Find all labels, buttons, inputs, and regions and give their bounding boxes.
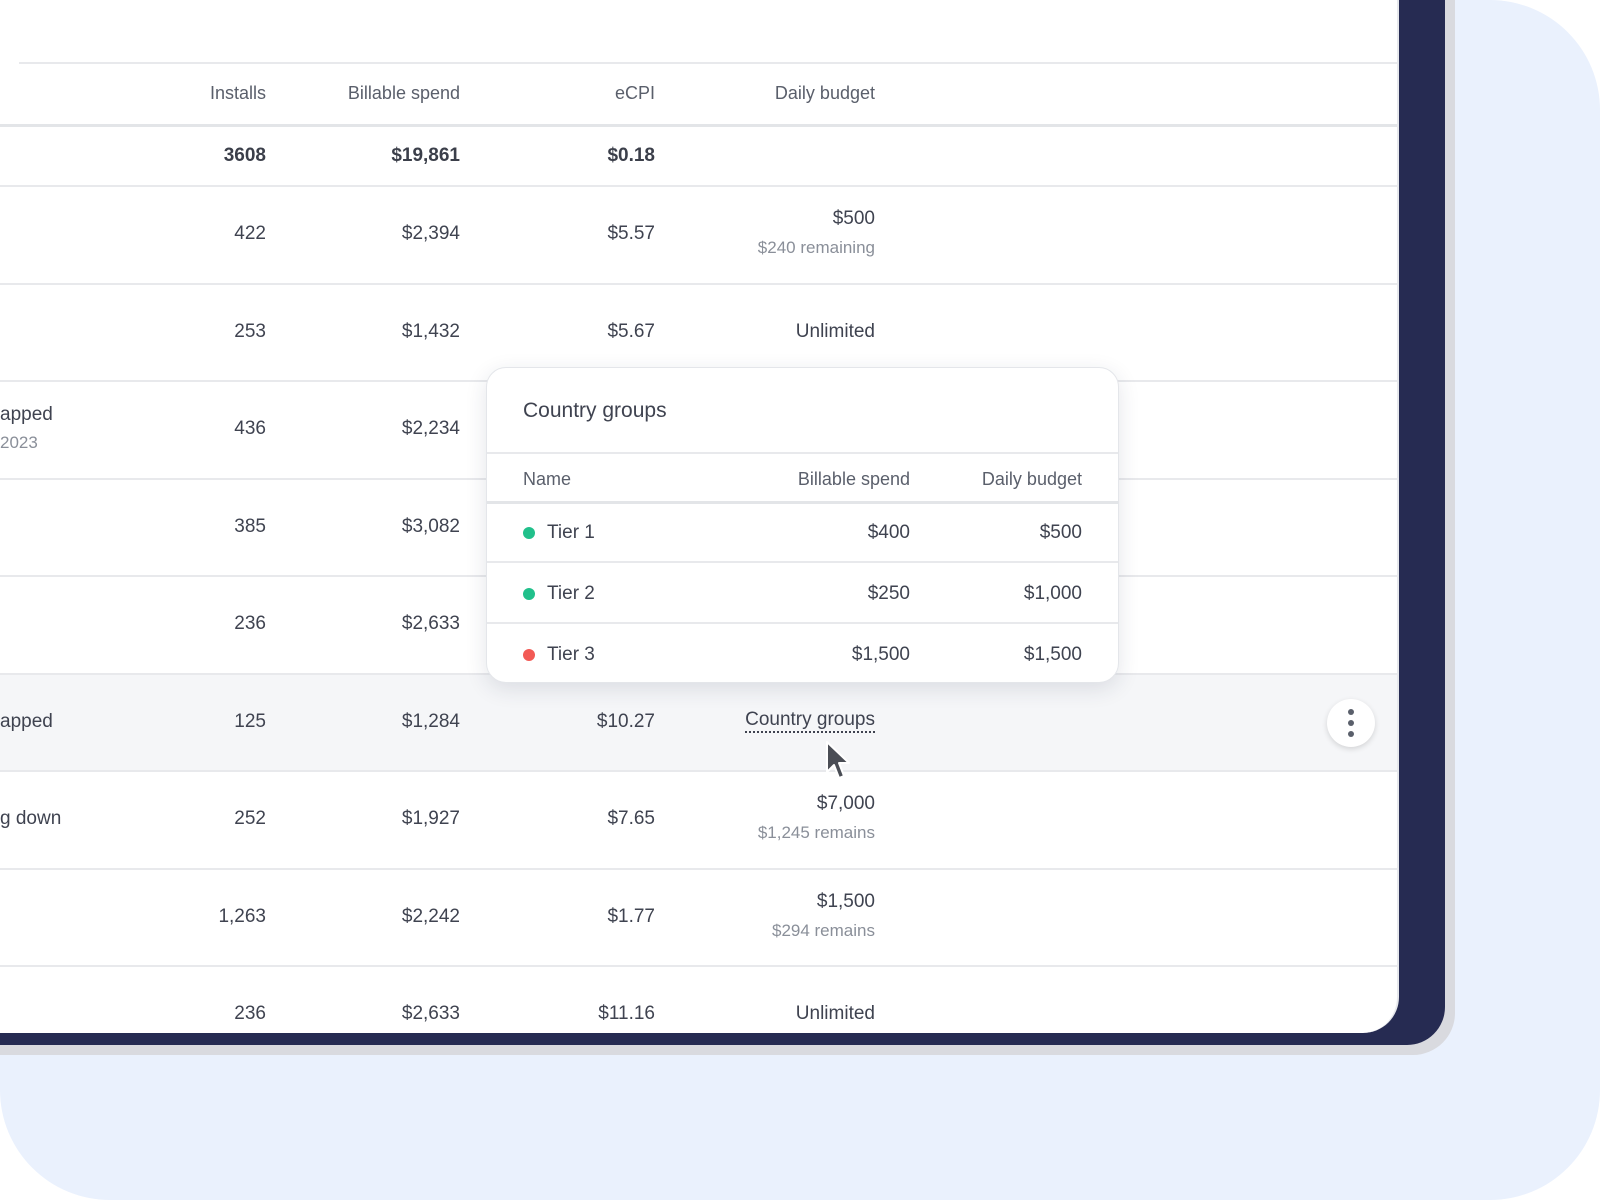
header-ecpi[interactable]: eCPI <box>614 83 655 103</box>
header-billable-spend[interactable]: Billable spend <box>347 83 460 103</box>
tier-billable-spend: $400 <box>867 522 910 543</box>
more-vertical-icon <box>1348 730 1354 737</box>
divider <box>19 62 1397 64</box>
total-billable-spend: $19,861 <box>391 145 460 166</box>
popover-table-body: Tier 1 $400 $500 Tier 2 $250 $1,000 Tier… <box>487 502 1118 682</box>
cell-daily-budget: Unlimited <box>795 1003 875 1024</box>
cell-installs: 236 <box>234 613 266 634</box>
budget-value: $1,500 <box>816 890 875 912</box>
cell-billable-spend: $3,082 <box>401 515 460 537</box>
country-groups-link[interactable]: Country groups <box>745 708 875 733</box>
cell-billable-spend: $1,432 <box>401 320 460 342</box>
popover-row-tier-3: Tier 3 $1,500 $1,500 <box>487 624 1118 682</box>
budget-value: $7,000 <box>816 793 875 814</box>
country-groups-popover: Country groups Name Billable spend Daily… <box>486 367 1119 683</box>
screen: Installs Billable spend eCPI Daily budge… <box>0 0 1399 1033</box>
budget-remaining: $1,245 remains <box>757 823 875 842</box>
total-ecpi: $0.18 <box>607 145 655 166</box>
more-vertical-icon <box>1348 708 1354 715</box>
cell-billable-spend: $1,284 <box>401 710 460 732</box>
cell-installs: 236 <box>234 1003 266 1024</box>
cell-installs: 385 <box>234 515 266 537</box>
popover-row-tier-2: Tier 2 $250 $1,000 <box>487 563 1118 624</box>
table-row-hovered[interactable]: apped 125 $1,284 $10.27 Country groups <box>0 674 1397 772</box>
tier-billable-spend: $250 <box>867 583 910 604</box>
cell-daily-budget: Unlimited <box>795 320 875 342</box>
status-dot-icon <box>523 588 535 600</box>
cell-billable-spend: $1,927 <box>401 808 460 829</box>
cell-billable-spend: $2,394 <box>401 223 460 244</box>
tier-billable-spend: $1,500 <box>851 644 910 665</box>
cell-billable-spend: $2,242 <box>401 905 460 927</box>
tier-name: Tier 2 <box>547 583 595 604</box>
table-row[interactable]: 236 $2,633 $11.16 Unlimited <box>0 967 1397 1033</box>
tier-name: Tier 1 <box>547 522 595 543</box>
cell-ecpi: $7.65 <box>607 808 655 829</box>
cell-ecpi: $11.16 <box>598 1003 655 1024</box>
budget-remaining: $240 remaining <box>757 238 875 257</box>
cell-installs: 253 <box>234 320 266 342</box>
cell-installs: 1,263 <box>218 905 266 927</box>
table-row[interactable]: g down 252 $1,927 $7.65 $7,000 $1,245 re… <box>0 772 1397 870</box>
cell-status: apped <box>0 404 53 425</box>
popover-header-daily-budget: Daily budget <box>981 469 1082 489</box>
cell-ecpi: $10.27 <box>596 710 655 732</box>
more-vertical-icon <box>1348 719 1354 726</box>
budget-value: $500 <box>832 208 875 229</box>
total-installs: 3608 <box>223 145 266 166</box>
popover-table-header: Name Billable spend Daily budget <box>487 452 1118 504</box>
cell-billable-spend: $2,234 <box>401 418 460 439</box>
status-dot-icon <box>523 527 535 539</box>
header-daily-budget[interactable]: Daily budget <box>774 83 875 103</box>
popover-row-tier-1: Tier 1 $400 $500 <box>487 502 1118 563</box>
table-row[interactable]: 1,263 $2,242 $1.77 $1,500 $294 remains <box>0 870 1397 967</box>
status-dot-icon <box>523 649 535 661</box>
table-header: Installs Billable spend eCPI Daily budge… <box>0 64 1397 127</box>
tier-daily-budget: $1,500 <box>1023 644 1082 665</box>
country-groups-link-wrap: Country groups <box>700 708 875 733</box>
cell-daily-budget: $500 $240 remaining <box>700 187 875 282</box>
cell-daily-budget: $7,000 $1,245 remains <box>700 772 875 867</box>
cell-installs: 252 <box>234 808 266 829</box>
tier-daily-budget: $1,000 <box>1023 583 1082 604</box>
cell-daily-budget: $1,500 $294 remains <box>700 870 875 965</box>
cell-ecpi: $1.77 <box>607 905 655 927</box>
cell-billable-spend: $2,633 <box>401 613 460 634</box>
row-menu-button[interactable] <box>1327 698 1375 747</box>
cell-installs: 436 <box>234 418 266 439</box>
cell-ecpi: $5.67 <box>607 320 655 342</box>
popover-title: Country groups <box>523 399 667 422</box>
cell-status-date: 2023 <box>0 433 38 452</box>
header-installs[interactable]: Installs <box>209 83 266 103</box>
table-row[interactable]: 422 $2,394 $5.57 $500 $240 remaining <box>0 187 1397 285</box>
mouse-pointer-icon <box>826 741 850 779</box>
budget-remaining: $294 remains <box>771 920 875 940</box>
popover-header-billable-spend: Billable spend <box>797 469 910 489</box>
popover-header-name: Name <box>523 469 572 489</box>
tier-name: Tier 3 <box>547 644 595 665</box>
table-body: 422 $2,394 $5.57 $500 $240 remaining 253… <box>0 187 1397 1033</box>
cell-status: g down <box>0 808 62 829</box>
totals-row: 3608 $19,861 $0.18 <box>0 127 1397 187</box>
cell-ecpi: $5.57 <box>607 223 655 244</box>
cell-status: apped <box>0 710 53 732</box>
cell-installs: 125 <box>234 710 266 732</box>
cell-installs: 422 <box>234 223 266 244</box>
tier-daily-budget: $500 <box>1039 522 1082 543</box>
cell-billable-spend: $2,633 <box>401 1003 460 1024</box>
